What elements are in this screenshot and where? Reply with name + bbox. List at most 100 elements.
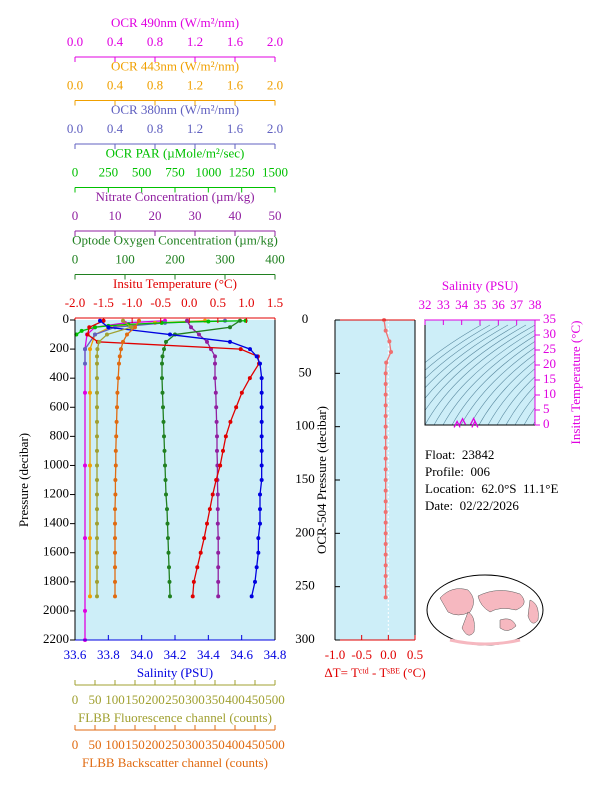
tick-label: 1.2 bbox=[187, 77, 203, 92]
profile-point bbox=[83, 390, 87, 395]
profile-point bbox=[213, 361, 217, 366]
profile-point bbox=[215, 463, 220, 468]
delta-point bbox=[387, 339, 392, 344]
tick-label: 500 bbox=[265, 737, 285, 752]
tick-label: 0.0 bbox=[181, 295, 197, 310]
tick-label: 400 bbox=[50, 369, 70, 384]
profile-point bbox=[213, 354, 217, 359]
axis-title: FLBB Backscatter channel (counts) bbox=[82, 755, 268, 770]
delta-point bbox=[383, 424, 388, 429]
tick-label: 30 bbox=[189, 208, 202, 223]
tick-label: 450 bbox=[245, 737, 265, 752]
profile-point bbox=[160, 390, 165, 395]
isopycnal bbox=[451, 341, 535, 425]
profile-point bbox=[216, 550, 221, 555]
isopycnal bbox=[460, 347, 535, 425]
isopycnal bbox=[425, 324, 527, 411]
tick-label: 1.5 bbox=[267, 295, 283, 310]
y-axis-title: Insitu Temperature (°C) bbox=[568, 321, 583, 445]
delta-point bbox=[389, 350, 393, 354]
profile-point bbox=[168, 594, 172, 599]
profile-point bbox=[115, 390, 120, 395]
delta-point bbox=[383, 520, 388, 525]
profile-point bbox=[258, 507, 262, 512]
tick-label: 1200 bbox=[43, 486, 69, 501]
profile-point bbox=[114, 434, 119, 439]
tick-label: 2200 bbox=[43, 631, 69, 646]
profile-line bbox=[75, 320, 246, 336]
isopycnal bbox=[425, 324, 509, 389]
profile-point bbox=[249, 594, 254, 599]
tick-label: 0.8 bbox=[147, 121, 163, 136]
profile-point bbox=[95, 507, 99, 512]
profile-point bbox=[256, 536, 261, 541]
tick-label: 1800 bbox=[43, 573, 69, 588]
profile-point bbox=[161, 419, 166, 424]
tick-label: 250 bbox=[165, 692, 185, 707]
profile-point bbox=[95, 521, 99, 526]
delta-point bbox=[383, 467, 388, 472]
tick-label: 500 bbox=[265, 692, 285, 707]
axis-title: Salinity (PSU) bbox=[137, 665, 213, 680]
profile-point bbox=[214, 405, 219, 410]
tick-label: 35 bbox=[474, 297, 487, 312]
tick-label: 800 bbox=[50, 427, 70, 442]
axis-title: OCR 490nm (W/m²/nm) bbox=[111, 15, 239, 30]
profile-point bbox=[88, 536, 92, 541]
info-line: Profile: 006 bbox=[425, 464, 490, 479]
profile-point bbox=[259, 448, 264, 453]
profile-point bbox=[93, 332, 97, 337]
tick-label: 2.0 bbox=[267, 77, 283, 92]
isopycnal bbox=[487, 368, 535, 425]
profile-point bbox=[95, 354, 99, 359]
profile-point bbox=[221, 448, 225, 453]
profile-point bbox=[259, 376, 264, 381]
isopycnal bbox=[425, 324, 491, 371]
delta-point bbox=[383, 510, 388, 514]
tick-label: 150 bbox=[125, 737, 145, 752]
profile-point bbox=[88, 390, 92, 395]
tick-label: 38 bbox=[529, 297, 542, 312]
profile-point bbox=[163, 478, 168, 482]
delta-point bbox=[383, 328, 388, 333]
profile-point bbox=[88, 594, 92, 599]
tick-label: 1600 bbox=[43, 544, 69, 559]
profile-plot-area bbox=[75, 320, 275, 640]
profile-point bbox=[216, 579, 221, 584]
profile-point bbox=[213, 390, 218, 395]
profile-point bbox=[95, 492, 99, 497]
tick-label: 34.0 bbox=[130, 647, 153, 662]
isopycnal bbox=[505, 385, 535, 425]
tick-label: 300 bbox=[185, 692, 205, 707]
profile-point bbox=[234, 405, 239, 410]
delta-point bbox=[384, 360, 389, 365]
tick-label: -0.5 bbox=[150, 295, 171, 310]
profile-point bbox=[98, 318, 102, 323]
isopycnal bbox=[425, 324, 518, 399]
profile-point bbox=[83, 361, 87, 366]
tick-label: 50 bbox=[269, 208, 282, 223]
profile-point bbox=[160, 354, 165, 359]
tick-label: 0.8 bbox=[147, 34, 163, 49]
axis-title: Salinity (PSU) bbox=[442, 278, 518, 293]
profile-point bbox=[238, 318, 242, 323]
y-axis-title: OCR-504 Pressure (decibar) bbox=[314, 406, 329, 554]
tick-label: -2.0 bbox=[65, 295, 86, 310]
tick-label: 600 bbox=[50, 398, 70, 413]
profile-point bbox=[113, 492, 118, 497]
axis-title: OCR PAR (µMole/m²/sec) bbox=[106, 145, 245, 160]
tick-label: 1250 bbox=[229, 164, 255, 179]
profile-point bbox=[190, 594, 195, 599]
delta-point bbox=[383, 382, 388, 386]
profile-point bbox=[167, 565, 171, 570]
ts-point bbox=[471, 419, 479, 428]
profile-point bbox=[95, 594, 99, 599]
info-line: Location: 62.0°S 11.1°E bbox=[425, 481, 558, 496]
tick-label: 1400 bbox=[43, 515, 69, 530]
isopycnal bbox=[469, 353, 535, 425]
profile-point bbox=[167, 579, 172, 584]
profile-point bbox=[85, 332, 90, 337]
tick-label: 400 bbox=[225, 737, 245, 752]
tick-label: 200 bbox=[50, 340, 70, 355]
